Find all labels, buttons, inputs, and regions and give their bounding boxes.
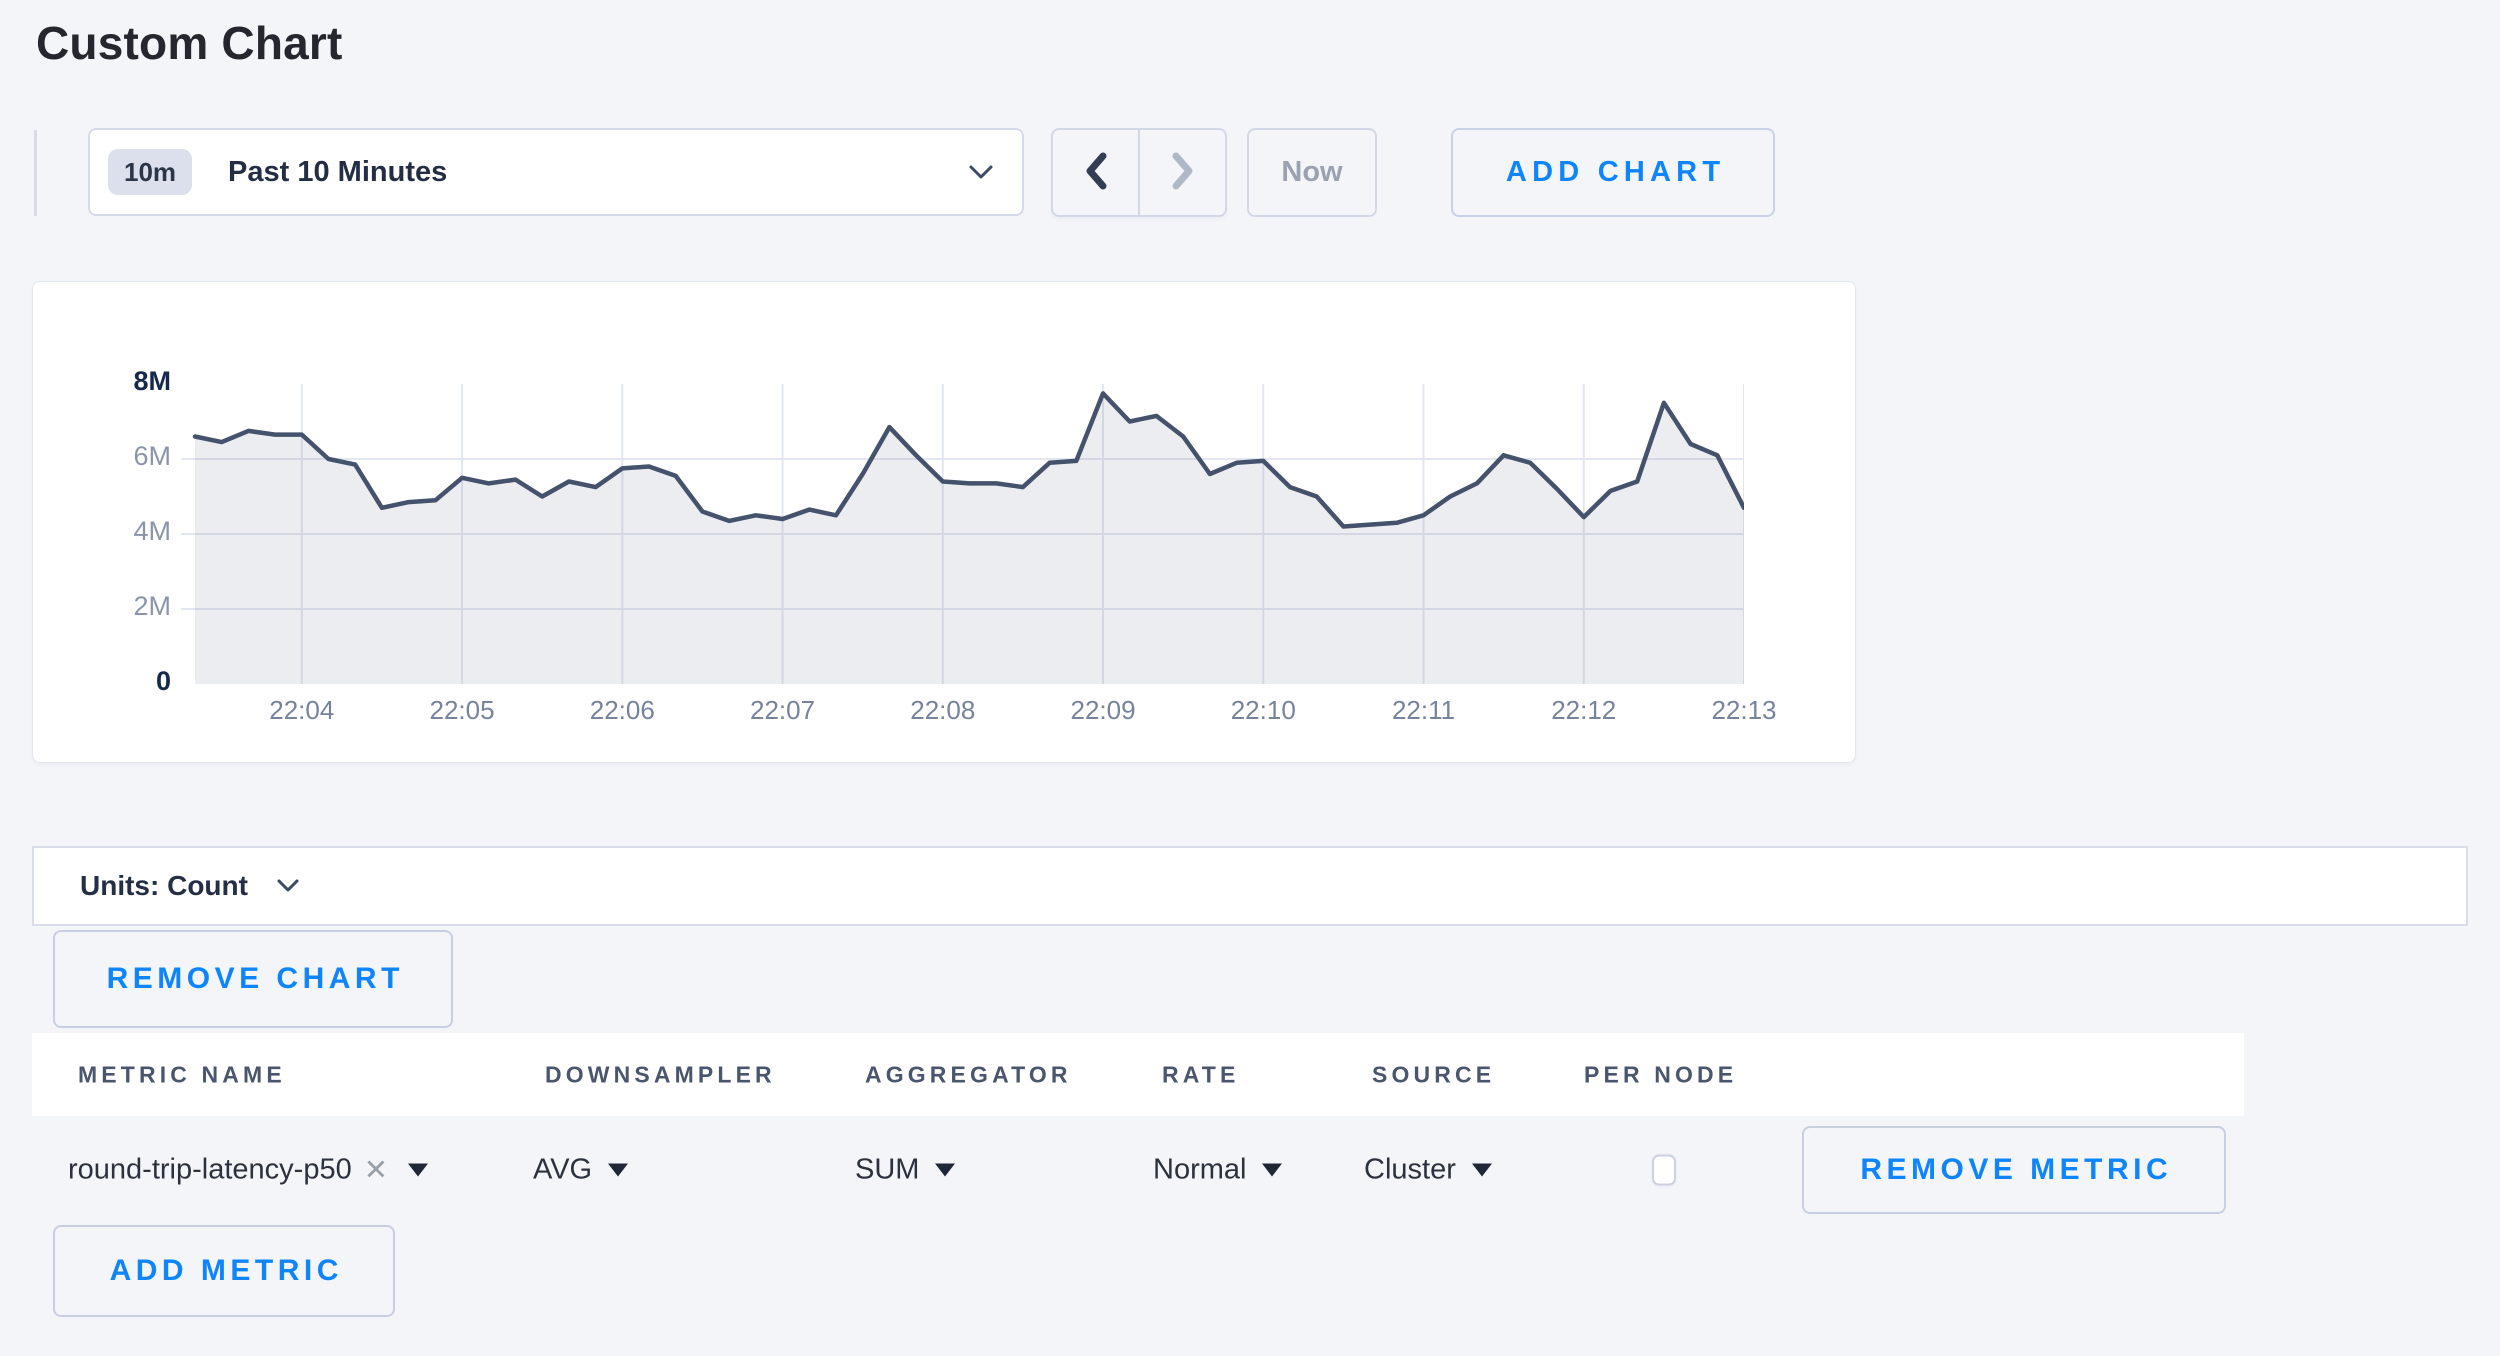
- per-node-checkbox[interactable]: [1652, 1154, 1676, 1186]
- page-title: Custom Chart: [36, 17, 343, 69]
- remove-chart-button[interactable]: REMOVE CHART: [53, 930, 453, 1028]
- x-tick-label: 22:10: [1230, 695, 1296, 725]
- column-header-per-node: PER NODE: [1584, 1061, 1738, 1087]
- metric-name-dropdown[interactable]: round-trip-latency-p50 ✕: [68, 1153, 429, 1188]
- time-range-badge: 10m: [108, 149, 193, 195]
- x-tick-label: 22:04: [269, 695, 335, 725]
- y-tick-label: 6M: [133, 441, 171, 471]
- chevron-right-icon: [1168, 149, 1198, 196]
- y-tick-label: 0: [155, 666, 171, 696]
- metrics-table-header: METRIC NAME DOWNSAMPLER AGGREGATOR RATE …: [32, 1033, 2244, 1116]
- column-header-rate: RATE: [1162, 1061, 1240, 1087]
- column-header-aggregator: AGGREGATOR: [865, 1061, 1072, 1087]
- x-tick-label: 22:09: [1070, 695, 1136, 725]
- units-dropdown[interactable]: Units: Count: [32, 846, 2468, 926]
- column-header-source: SOURCE: [1372, 1061, 1496, 1087]
- next-time-button[interactable]: [1140, 130, 1225, 215]
- chevron-left-icon: [1081, 149, 1111, 196]
- x-tick-label: 22:12: [1551, 695, 1617, 725]
- units-label: Units: Count: [80, 870, 248, 901]
- column-header-downsampler: DOWNSAMPLER: [545, 1061, 776, 1087]
- chart-plot[interactable]: [181, 382, 1744, 686]
- y-tick-label: 4M: [133, 516, 171, 546]
- downsampler-value: AVG: [533, 1153, 593, 1186]
- time-range-label: Past 10 Minutes: [228, 155, 448, 188]
- add-metric-button[interactable]: ADD METRIC: [53, 1225, 395, 1317]
- source-dropdown[interactable]: Cluster: [1364, 1154, 1492, 1187]
- source-value: Cluster: [1364, 1153, 1456, 1186]
- dropdown-arrow-icon: [1471, 1163, 1492, 1177]
- aggregator-dropdown[interactable]: SUM: [855, 1153, 956, 1187]
- remove-metric-button[interactable]: REMOVE METRIC: [1802, 1126, 2226, 1214]
- rate-dropdown[interactable]: Normal: [1153, 1153, 1283, 1187]
- metric-name-value: round-trip-latency-p50: [68, 1153, 352, 1186]
- add-chart-button[interactable]: ADD CHART: [1451, 128, 1775, 217]
- y-tick-label: 2M: [133, 591, 171, 621]
- column-header-metric-name: METRIC NAME: [78, 1061, 286, 1087]
- chevron-down-icon: [276, 878, 299, 894]
- now-button[interactable]: Now: [1247, 128, 1377, 217]
- rate-value: Normal: [1153, 1153, 1247, 1186]
- aggregator-value: SUM: [855, 1153, 920, 1186]
- downsampler-dropdown[interactable]: AVG: [533, 1153, 629, 1187]
- chevron-down-icon: [968, 164, 994, 180]
- toolbar-divider: [34, 130, 37, 216]
- prev-time-button[interactable]: [1053, 130, 1140, 215]
- dropdown-arrow-icon: [935, 1163, 956, 1177]
- x-tick-label: 22:07: [750, 695, 816, 725]
- time-range-dropdown[interactable]: 10m Past 10 Minutes: [88, 128, 1024, 216]
- x-tick-label: 22:05: [429, 695, 495, 725]
- chart-card: 0 2M 4M 6M 8M 22:04 22:05 22:06 22:07 22:08 22:09…: [32, 281, 1856, 763]
- x-tick-label: 22:13: [1711, 695, 1777, 725]
- y-tick-label: 8M: [133, 366, 171, 396]
- x-tick-label: 22:08: [910, 695, 976, 725]
- metric-row: round-trip-latency-p50 ✕ AVG SUM Normal …: [0, 1116, 2500, 1224]
- x-tick-label: 22:11: [1391, 695, 1456, 725]
- clear-metric-icon[interactable]: ✕: [363, 1154, 389, 1187]
- dropdown-arrow-icon: [1262, 1163, 1283, 1177]
- dropdown-arrow-icon: [408, 1163, 429, 1177]
- x-tick-label: 22:06: [589, 695, 655, 725]
- dropdown-arrow-icon: [608, 1163, 629, 1177]
- time-nav-group: [1051, 128, 1227, 217]
